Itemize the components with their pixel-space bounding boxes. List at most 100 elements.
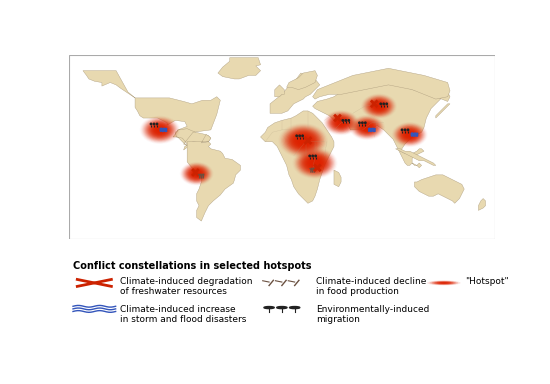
Ellipse shape [326, 112, 356, 133]
Ellipse shape [298, 137, 309, 144]
Ellipse shape [147, 121, 173, 139]
Ellipse shape [376, 104, 382, 108]
Ellipse shape [398, 127, 421, 142]
Circle shape [342, 120, 344, 121]
Ellipse shape [185, 166, 208, 182]
Ellipse shape [364, 125, 371, 130]
Ellipse shape [337, 120, 345, 126]
Ellipse shape [289, 131, 317, 151]
Ellipse shape [367, 98, 390, 114]
Ellipse shape [365, 126, 369, 129]
Circle shape [345, 120, 346, 121]
Ellipse shape [306, 156, 324, 170]
Ellipse shape [192, 170, 201, 177]
Ellipse shape [353, 118, 381, 137]
Polygon shape [270, 73, 320, 113]
Circle shape [289, 306, 300, 309]
Ellipse shape [394, 124, 425, 145]
Ellipse shape [352, 117, 382, 138]
Ellipse shape [400, 128, 419, 141]
Ellipse shape [292, 132, 315, 149]
Ellipse shape [299, 151, 332, 175]
Ellipse shape [296, 136, 310, 145]
Ellipse shape [430, 281, 458, 285]
Ellipse shape [310, 160, 320, 166]
Ellipse shape [286, 129, 320, 152]
Ellipse shape [294, 134, 312, 147]
Ellipse shape [155, 126, 165, 134]
Ellipse shape [196, 173, 197, 174]
Text: Climate-induced decline
in food production: Climate-induced decline in food producti… [316, 277, 426, 296]
Ellipse shape [302, 154, 328, 172]
Ellipse shape [193, 171, 200, 176]
Circle shape [315, 155, 316, 157]
Ellipse shape [300, 152, 331, 174]
Ellipse shape [290, 131, 316, 150]
Ellipse shape [183, 164, 211, 184]
Ellipse shape [371, 100, 388, 112]
Ellipse shape [184, 165, 209, 182]
Ellipse shape [183, 164, 210, 183]
Ellipse shape [311, 161, 318, 166]
Ellipse shape [188, 167, 206, 180]
Ellipse shape [297, 151, 333, 175]
Polygon shape [395, 149, 436, 166]
Ellipse shape [332, 116, 350, 129]
Ellipse shape [372, 101, 386, 111]
Circle shape [302, 135, 303, 136]
Circle shape [386, 103, 387, 104]
Ellipse shape [148, 122, 172, 138]
Ellipse shape [333, 118, 349, 128]
Ellipse shape [325, 111, 357, 134]
Ellipse shape [362, 124, 372, 131]
Ellipse shape [408, 133, 411, 136]
Circle shape [153, 123, 155, 125]
Ellipse shape [367, 98, 391, 115]
Ellipse shape [304, 156, 326, 170]
Ellipse shape [366, 127, 368, 128]
Ellipse shape [370, 99, 388, 113]
Circle shape [299, 135, 300, 136]
Circle shape [312, 155, 313, 157]
Text: "Hotspot": "Hotspot" [465, 277, 509, 286]
Ellipse shape [141, 116, 179, 143]
Ellipse shape [405, 131, 415, 138]
Circle shape [362, 122, 363, 124]
Polygon shape [312, 68, 450, 99]
Ellipse shape [288, 129, 319, 151]
Ellipse shape [152, 125, 167, 135]
Ellipse shape [308, 158, 322, 168]
Ellipse shape [187, 167, 206, 180]
Ellipse shape [336, 119, 346, 127]
Ellipse shape [295, 135, 311, 146]
Ellipse shape [364, 96, 394, 117]
Ellipse shape [158, 128, 162, 131]
Ellipse shape [364, 126, 370, 129]
Circle shape [348, 120, 349, 121]
Ellipse shape [150, 123, 169, 137]
Ellipse shape [142, 117, 178, 142]
Circle shape [402, 129, 403, 131]
Ellipse shape [374, 103, 384, 109]
Ellipse shape [156, 127, 164, 133]
Ellipse shape [329, 115, 353, 131]
Ellipse shape [350, 116, 384, 139]
Ellipse shape [398, 126, 422, 143]
Polygon shape [287, 71, 317, 89]
Ellipse shape [153, 126, 166, 134]
Ellipse shape [194, 172, 199, 175]
Polygon shape [83, 71, 221, 150]
Ellipse shape [144, 119, 176, 141]
Ellipse shape [355, 119, 379, 136]
Ellipse shape [190, 169, 203, 178]
Circle shape [264, 306, 274, 309]
Circle shape [404, 129, 406, 131]
Ellipse shape [293, 133, 314, 148]
Ellipse shape [143, 118, 177, 142]
Ellipse shape [434, 281, 453, 284]
Ellipse shape [195, 172, 199, 175]
Ellipse shape [333, 117, 350, 129]
Ellipse shape [145, 119, 175, 140]
Ellipse shape [182, 163, 212, 184]
Ellipse shape [149, 122, 170, 137]
